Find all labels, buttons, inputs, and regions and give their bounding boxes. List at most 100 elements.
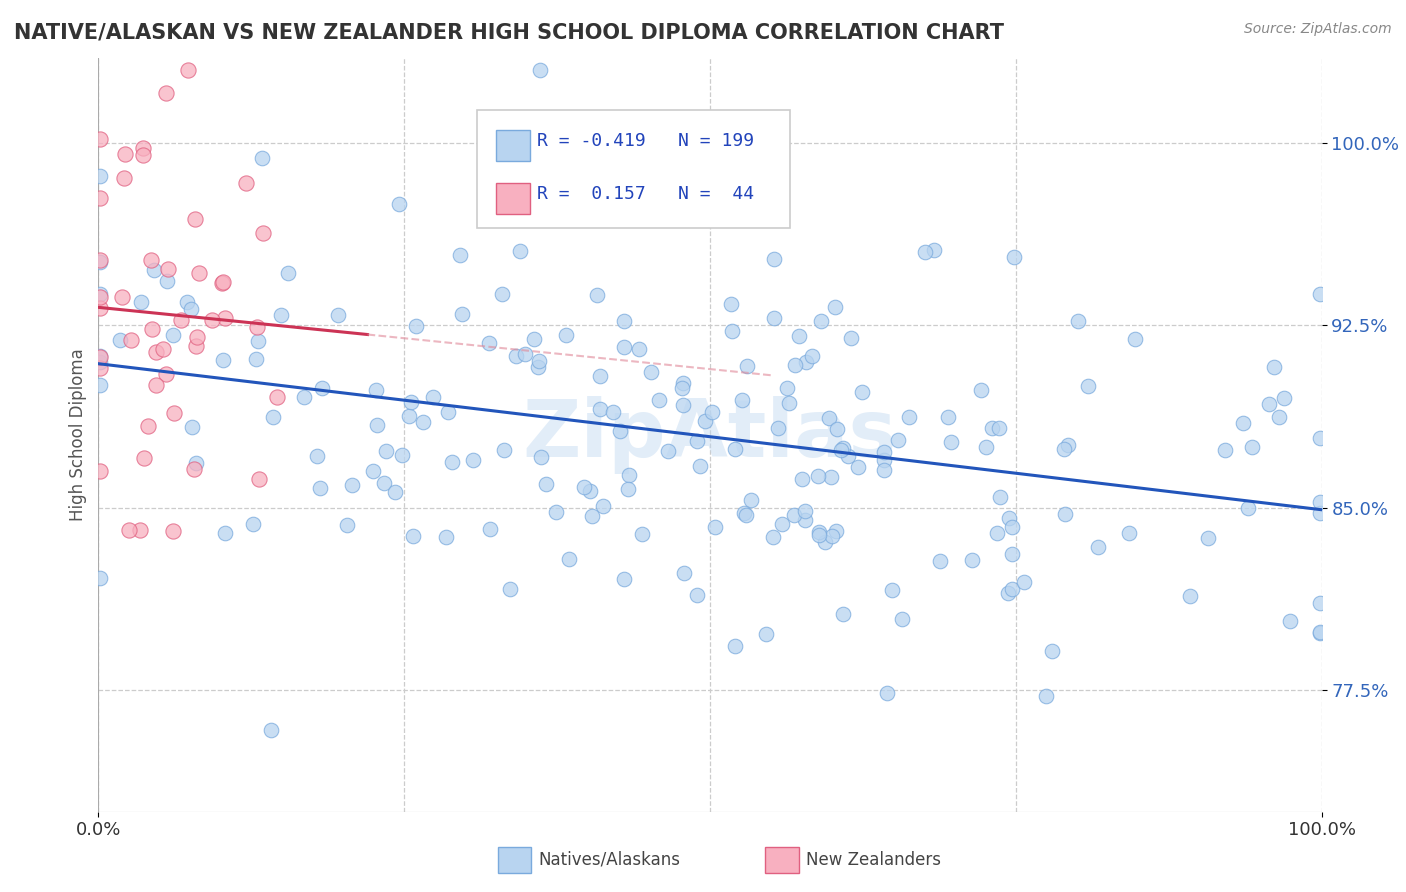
Point	[1309, 286, 1331, 301]
Point	[118, 524, 141, 538]
Point	[89, 169, 111, 183]
Point	[1052, 442, 1074, 456]
Point	[997, 511, 1019, 525]
Point	[187, 266, 209, 280]
Point	[1278, 614, 1301, 628]
Point	[555, 328, 578, 343]
Point	[141, 253, 163, 268]
Point	[619, 467, 641, 482]
Point	[450, 248, 472, 262]
Point	[928, 554, 950, 568]
Point	[212, 275, 235, 289]
Point	[735, 359, 758, 373]
Point	[1258, 397, 1281, 411]
Point	[450, 307, 472, 321]
Point	[292, 390, 315, 404]
Point	[89, 360, 111, 375]
Point	[201, 313, 224, 327]
Point	[180, 420, 202, 434]
Point	[374, 444, 396, 458]
Point	[143, 262, 166, 277]
Point	[939, 435, 962, 450]
Point	[766, 420, 789, 434]
Point	[184, 211, 207, 226]
Text: R = -0.419: R = -0.419	[537, 132, 645, 150]
Point	[841, 331, 863, 345]
Point	[527, 354, 550, 368]
Point	[851, 384, 873, 399]
Point	[686, 434, 709, 448]
Point	[89, 349, 111, 363]
Point	[628, 342, 651, 356]
Point	[132, 148, 155, 162]
Point	[544, 505, 567, 519]
Point	[755, 626, 778, 640]
Point	[311, 381, 333, 395]
Point	[89, 132, 111, 146]
Point	[640, 365, 662, 379]
Point	[491, 287, 513, 301]
Point	[89, 351, 111, 365]
Point	[211, 276, 233, 290]
Point	[724, 639, 747, 653]
Point	[763, 310, 786, 325]
Point	[782, 508, 804, 523]
Point	[250, 151, 273, 165]
Point	[846, 459, 869, 474]
Point	[585, 288, 607, 302]
Point	[800, 350, 823, 364]
Point	[277, 266, 299, 280]
Point	[720, 297, 742, 311]
Point	[825, 524, 848, 538]
Point	[132, 141, 155, 155]
Point	[214, 526, 236, 541]
Point	[235, 177, 257, 191]
Point	[180, 301, 202, 316]
Point	[986, 525, 1008, 540]
Point	[1123, 332, 1146, 346]
Point	[1309, 596, 1331, 610]
Point	[1077, 378, 1099, 392]
Point	[526, 360, 548, 375]
Point	[806, 468, 828, 483]
Point	[785, 358, 807, 372]
Point	[412, 415, 434, 429]
Point	[820, 529, 842, 543]
Text: R =  0.157: R = 0.157	[537, 186, 645, 203]
Point	[631, 526, 654, 541]
Point	[1213, 443, 1236, 458]
Point	[177, 63, 200, 78]
Point	[89, 191, 111, 205]
Point	[437, 405, 460, 419]
Point	[1040, 644, 1063, 658]
Point	[211, 352, 233, 367]
Point	[589, 401, 612, 416]
Point	[170, 312, 193, 326]
Point	[162, 524, 184, 538]
Point	[818, 410, 841, 425]
Point	[262, 409, 284, 424]
Point	[581, 509, 603, 524]
Point	[184, 456, 207, 470]
Point	[242, 516, 264, 531]
Point	[89, 377, 111, 392]
Point	[405, 319, 427, 334]
Point	[523, 332, 546, 346]
Point	[613, 572, 636, 586]
Point	[837, 449, 859, 463]
Point	[762, 252, 785, 266]
Point	[155, 86, 177, 100]
Point	[588, 369, 610, 384]
Point	[689, 459, 711, 474]
Point	[162, 328, 184, 343]
Point	[617, 483, 640, 497]
Point	[176, 295, 198, 310]
Point	[794, 355, 817, 369]
Point	[245, 320, 267, 334]
Point	[613, 340, 636, 354]
Point	[814, 534, 837, 549]
Point	[155, 367, 177, 381]
Point	[509, 244, 531, 259]
Point	[114, 146, 136, 161]
Point	[89, 301, 111, 315]
